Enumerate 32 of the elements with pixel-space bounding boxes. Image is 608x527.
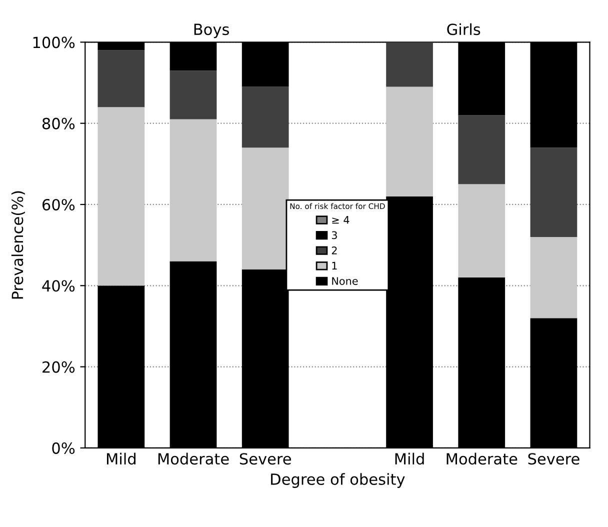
bar <box>98 50 145 108</box>
x-tick-label: Severe <box>240 453 291 465</box>
bar <box>530 236 578 318</box>
x-tick-label: Mild <box>395 452 424 465</box>
y-tick-label: 20% <box>42 361 75 373</box>
legend-label: None <box>332 277 358 285</box>
x-axis-title: Degree of obesity <box>271 473 405 488</box>
x-tick-label: Mild <box>106 452 136 465</box>
bar <box>98 107 145 286</box>
y-tick-label: 40% <box>42 280 75 292</box>
y-axis-title: Prevalence(%) <box>11 191 25 299</box>
bar <box>458 115 506 184</box>
y-tick-label: 0% <box>52 442 75 454</box>
legend-label: 1 <box>332 262 337 270</box>
y-tick-label: 80% <box>42 118 75 130</box>
text: Girls <box>447 23 480 36</box>
legend-label: ≥ 4 <box>332 216 350 224</box>
legend-label: 2 <box>332 246 337 254</box>
y-tick-label: 60% <box>42 198 75 210</box>
bar <box>530 148 578 237</box>
bar <box>242 86 289 148</box>
text: Boys <box>194 24 229 38</box>
bar <box>458 184 506 278</box>
legend-label: 3 <box>332 231 337 240</box>
y-tick-label: 100% <box>33 36 75 48</box>
x-tick-label: Moderate <box>446 452 518 465</box>
bar <box>170 119 217 262</box>
bar <box>386 86 433 196</box>
bar <box>386 42 433 87</box>
x-tick-label: Moderate <box>158 452 229 465</box>
bar <box>170 70 217 120</box>
x-tick-label: Severe <box>528 453 580 465</box>
